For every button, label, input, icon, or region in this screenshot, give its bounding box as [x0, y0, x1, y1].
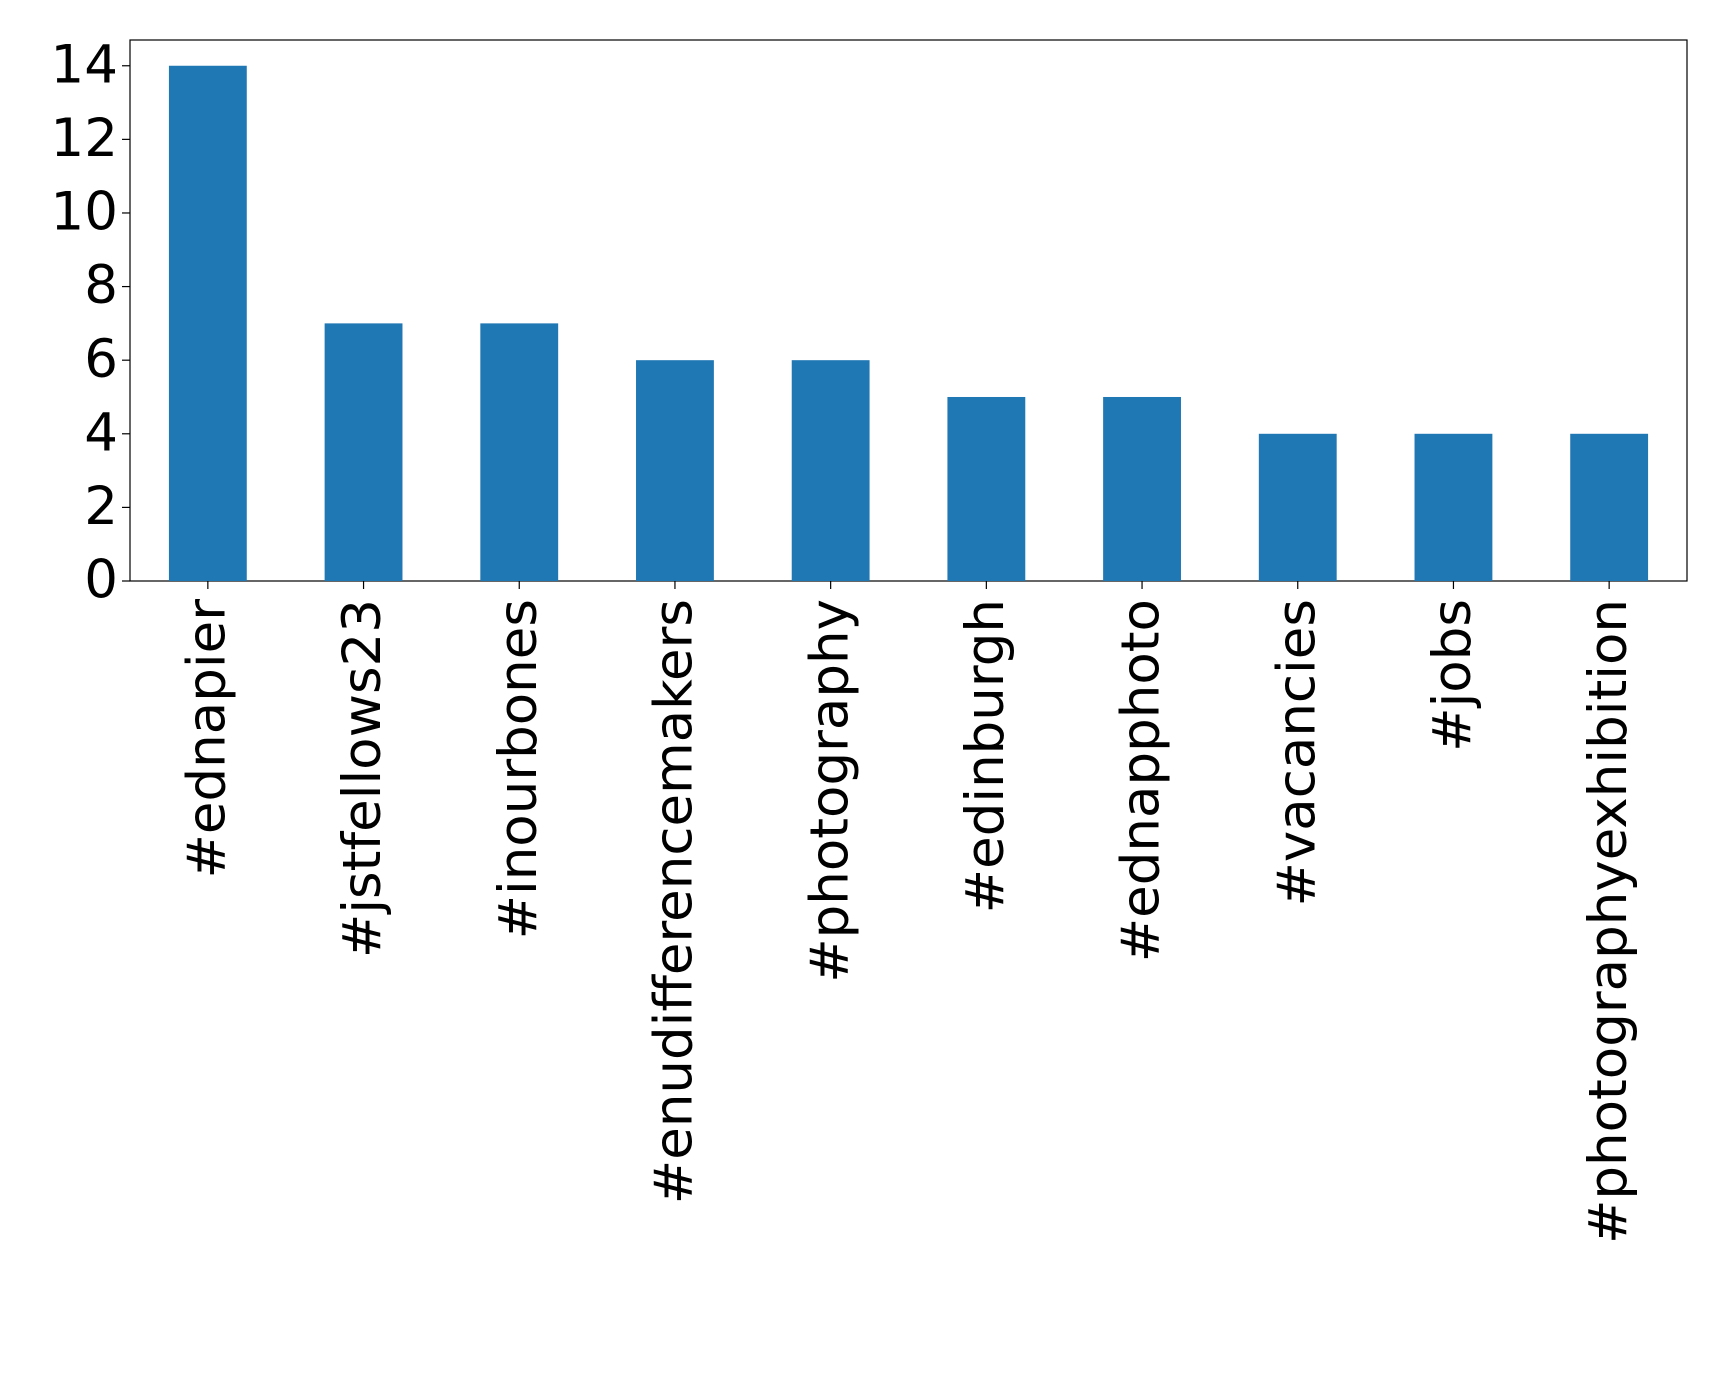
- x-tick-label: #jobs: [1422, 599, 1483, 752]
- bar: [168, 65, 247, 581]
- bar: [480, 323, 559, 581]
- x-tick-label: #enudifferencemakers: [644, 599, 705, 1204]
- x-tick-label: #photography: [799, 599, 860, 983]
- bar: [324, 323, 403, 581]
- y-tick-label: 8: [84, 255, 118, 316]
- x-tick-label: #ednapier: [176, 599, 237, 879]
- x-tick-label: #ednapphoto: [1111, 599, 1172, 962]
- y-tick-label: 2: [84, 476, 118, 537]
- plot-frame: [129, 39, 1688, 582]
- x-tick-label: #jstfellows23: [332, 599, 393, 958]
- x-tick-label: #photographyexhibition: [1578, 599, 1639, 1244]
- bar: [1258, 433, 1337, 581]
- x-tick-label: #vacancies: [1266, 599, 1327, 907]
- y-tick-label: 10: [51, 182, 118, 243]
- bar: [791, 360, 870, 581]
- y-tick-label: 6: [84, 329, 118, 390]
- bar: [1103, 396, 1181, 581]
- y-tick-label: 12: [51, 108, 118, 169]
- bar: [636, 360, 714, 581]
- x-tick-label: #edinburgh: [955, 599, 1016, 913]
- bar: [1570, 433, 1649, 581]
- bar: [1414, 433, 1493, 581]
- x-tick-label: #inourbones: [488, 599, 549, 939]
- y-tick-label: 4: [84, 402, 118, 463]
- y-tick-label: 14: [51, 34, 118, 95]
- y-tick-label: 0: [84, 550, 118, 611]
- bar: [947, 396, 1026, 581]
